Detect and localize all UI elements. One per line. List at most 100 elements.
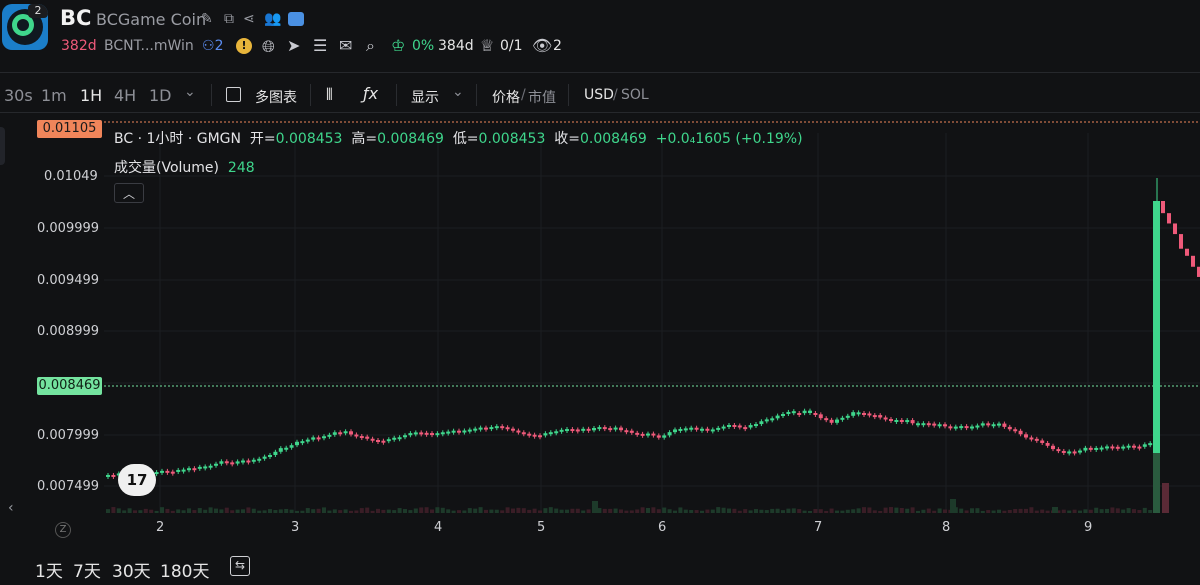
volume-bar	[608, 508, 613, 513]
open-label: 开=	[249, 131, 276, 147]
price-toggle[interactable]: 价格	[492, 90, 520, 106]
users-icon[interactable]: 👥	[264, 11, 282, 27]
volume-bar	[354, 510, 359, 513]
candle	[565, 429, 569, 432]
time-tick: 7	[814, 520, 823, 535]
volume-bar	[597, 508, 602, 513]
display-menu[interactable]: 显示	[411, 90, 439, 106]
volume-bar	[1024, 508, 1028, 513]
date-range-icon[interactable]: ⇆	[230, 556, 250, 576]
candle	[548, 432, 553, 435]
candle	[932, 423, 937, 426]
volume-bar	[646, 507, 650, 513]
scroll-left-icon[interactable]: ‹	[8, 500, 14, 516]
candle	[1061, 450, 1066, 453]
candle	[511, 428, 515, 431]
holders-count[interactable]: ⚇2	[202, 38, 223, 54]
volume-bar	[980, 510, 985, 513]
edit-icon[interactable]: ✎	[201, 11, 213, 27]
volume-bar	[392, 510, 397, 513]
range-180d-button[interactable]: 180天	[160, 562, 210, 582]
share-icon[interactable]: ⋖	[243, 11, 255, 27]
candle	[689, 427, 694, 430]
candle	[230, 462, 235, 465]
candle	[111, 474, 116, 477]
volume-bar	[478, 507, 483, 513]
collapse-legend-button[interactable]: ︿	[114, 183, 144, 203]
candle	[727, 424, 731, 427]
volume-bar	[1013, 509, 1018, 513]
multi-chart-checkbox[interactable]	[226, 87, 241, 102]
globe-icon[interactable]: 🌐︎	[262, 37, 275, 56]
candle	[1007, 426, 1012, 430]
time-tick: 8	[942, 520, 951, 535]
candle	[899, 419, 904, 422]
candle	[559, 429, 564, 432]
interval-30s[interactable]: 30s	[4, 86, 33, 105]
candle-style-icon[interactable]: ⫴	[326, 85, 333, 104]
price-chart[interactable]	[0, 113, 1200, 543]
volume-label: 成交量(Volume)	[114, 160, 219, 176]
search-icon[interactable]: ⌕	[366, 36, 375, 55]
volume-bar	[408, 510, 413, 513]
range-1d-button[interactable]: 1天	[35, 562, 63, 582]
time-tick: 5	[537, 520, 546, 535]
candle	[964, 426, 969, 429]
volume-bar	[840, 510, 845, 513]
candle	[802, 410, 807, 414]
interval-1m[interactable]: 1m	[41, 86, 67, 105]
logo-c-mark	[12, 14, 34, 36]
volume-bar	[710, 509, 715, 513]
volume-bar	[273, 509, 278, 513]
top-ratio: 0/1	[500, 38, 523, 54]
telegram-icon[interactable]: ➤	[287, 36, 301, 55]
copy-icon[interactable]: ⧉	[224, 11, 234, 27]
candle	[300, 441, 305, 444]
candle	[1099, 447, 1104, 450]
candle	[975, 425, 980, 428]
token-logo[interactable]: 2	[2, 4, 48, 50]
candle	[1013, 429, 1018, 432]
interval-1d[interactable]: 1D	[149, 86, 172, 105]
close-value: 0.008469	[580, 131, 647, 147]
warning-icon[interactable]: !	[236, 38, 252, 54]
candle	[484, 427, 488, 430]
market-cap-toggle[interactable]: 市值	[528, 90, 556, 106]
volume-bar	[419, 507, 424, 513]
candle	[592, 428, 596, 431]
chat-icon[interactable]	[288, 12, 304, 26]
volume-bar	[921, 509, 926, 513]
volume-bar	[867, 507, 872, 513]
candle	[370, 438, 375, 441]
token-ticker: BC	[60, 6, 92, 30]
candle	[311, 437, 316, 440]
volume-bar	[1072, 509, 1077, 513]
volume-bar	[1126, 508, 1131, 513]
candle	[937, 424, 942, 427]
list-icon[interactable]: ☰	[313, 36, 328, 55]
candle	[818, 414, 823, 419]
candle	[343, 431, 348, 434]
candle	[662, 435, 667, 438]
candle	[910, 420, 915, 424]
range-7d-button[interactable]: 7天	[73, 562, 101, 582]
interval-4h[interactable]: 4H	[114, 86, 137, 105]
chevron-down-icon[interactable]: ⌄	[184, 84, 196, 100]
volume-bar	[197, 508, 202, 513]
candle	[332, 432, 337, 435]
crown-outline-icon: ♔	[391, 36, 406, 55]
usd-toggle[interactable]: USD	[584, 87, 614, 103]
range-30d-button[interactable]: 30天	[112, 562, 151, 582]
side-panel-handle[interactable]	[0, 127, 5, 165]
note-icon[interactable]: ✉	[339, 36, 353, 55]
chevron-down-icon[interactable]: ⌄	[452, 84, 464, 100]
sol-toggle[interactable]: SOL	[621, 87, 649, 103]
tradingview-logo[interactable]: 17	[118, 464, 156, 496]
zoom-reset-button[interactable]: Z	[55, 522, 71, 538]
indicators-icon[interactable]: ƒx	[363, 84, 379, 103]
volume-bar	[1045, 510, 1050, 513]
token-address[interactable]: BCNT...mWin	[104, 38, 194, 54]
interval-1h[interactable]: 1H	[80, 86, 103, 105]
volume-bar	[1121, 509, 1126, 513]
candle	[543, 433, 548, 436]
